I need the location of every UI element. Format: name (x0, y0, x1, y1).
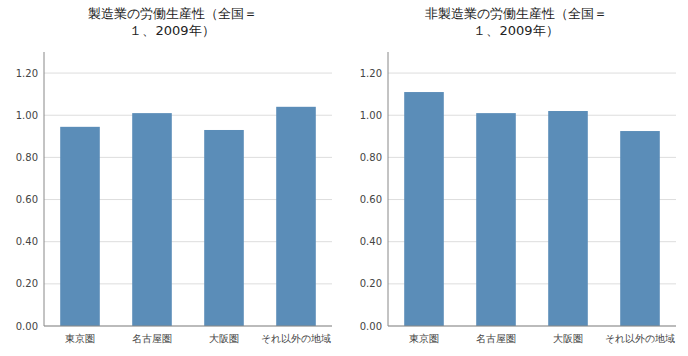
x-tick-label: 東京圏 (65, 333, 95, 344)
bar (620, 131, 660, 326)
y-tick-label: 0.20 (16, 278, 38, 289)
bars (60, 107, 316, 326)
y-tick-label: 0.40 (360, 236, 382, 247)
grid-line (388, 73, 676, 74)
grid-line (44, 73, 332, 74)
bar (204, 130, 244, 326)
chart-title: 製造業の労働生産性（全国＝１、2009年） (88, 6, 257, 38)
chart-canvas: 製造業の労働生産性（全国＝１、2009年） 0.00 0.20 0.40 0.60 0.8… (0, 0, 688, 356)
bars (404, 92, 660, 326)
y-tick-label: 1.20 (360, 68, 382, 79)
y-tick-label: 1.20 (16, 68, 38, 79)
chart-panel: 製造業の労働生産性（全国＝１、2009年） 0.00 0.20 0.40 0.60 0.8… (16, 6, 332, 344)
y-axis-line (388, 52, 389, 326)
x-tick-label: それ以外の地域 (605, 333, 675, 344)
chart-panel: 非製造業の労働生産性（全国＝１、2009年） 0.00 0.20 0.40 0.60 0.… (360, 6, 676, 344)
x-tick-label: 名古屋圏 (476, 333, 516, 344)
y-tick-label: 0.80 (360, 152, 382, 163)
x-axis-line (44, 326, 332, 327)
grid-line (388, 326, 676, 327)
y-tick-label: 1.00 (16, 110, 38, 121)
grid-line (44, 326, 332, 327)
y-tick-label: 0.00 (360, 321, 382, 332)
bar (404, 92, 444, 326)
x-axis-line (388, 326, 676, 327)
x-tick-label: 大阪圏 (553, 333, 583, 344)
bar (276, 107, 316, 326)
y-tick-label: 0.40 (16, 236, 38, 247)
y-tick-label: 0.60 (16, 194, 38, 205)
bar (132, 113, 172, 326)
x-tick-label: 東京圏 (409, 333, 439, 344)
bar (476, 113, 516, 326)
chart-title: 非製造業の労働生産性（全国＝１、2009年） (425, 6, 607, 38)
bar (60, 127, 100, 326)
y-tick-label: 1.00 (360, 110, 382, 121)
y-tick-label: 0.20 (360, 278, 382, 289)
y-tick-label: 0.00 (16, 321, 38, 332)
y-tick-label: 0.60 (360, 194, 382, 205)
x-tick-label: 名古屋圏 (132, 333, 172, 344)
y-axis-line (44, 52, 45, 326)
x-tick-label: 大阪圏 (209, 333, 239, 344)
bar (548, 111, 588, 326)
x-tick-label: それ以外の地域 (261, 333, 331, 344)
y-tick-label: 0.80 (16, 152, 38, 163)
